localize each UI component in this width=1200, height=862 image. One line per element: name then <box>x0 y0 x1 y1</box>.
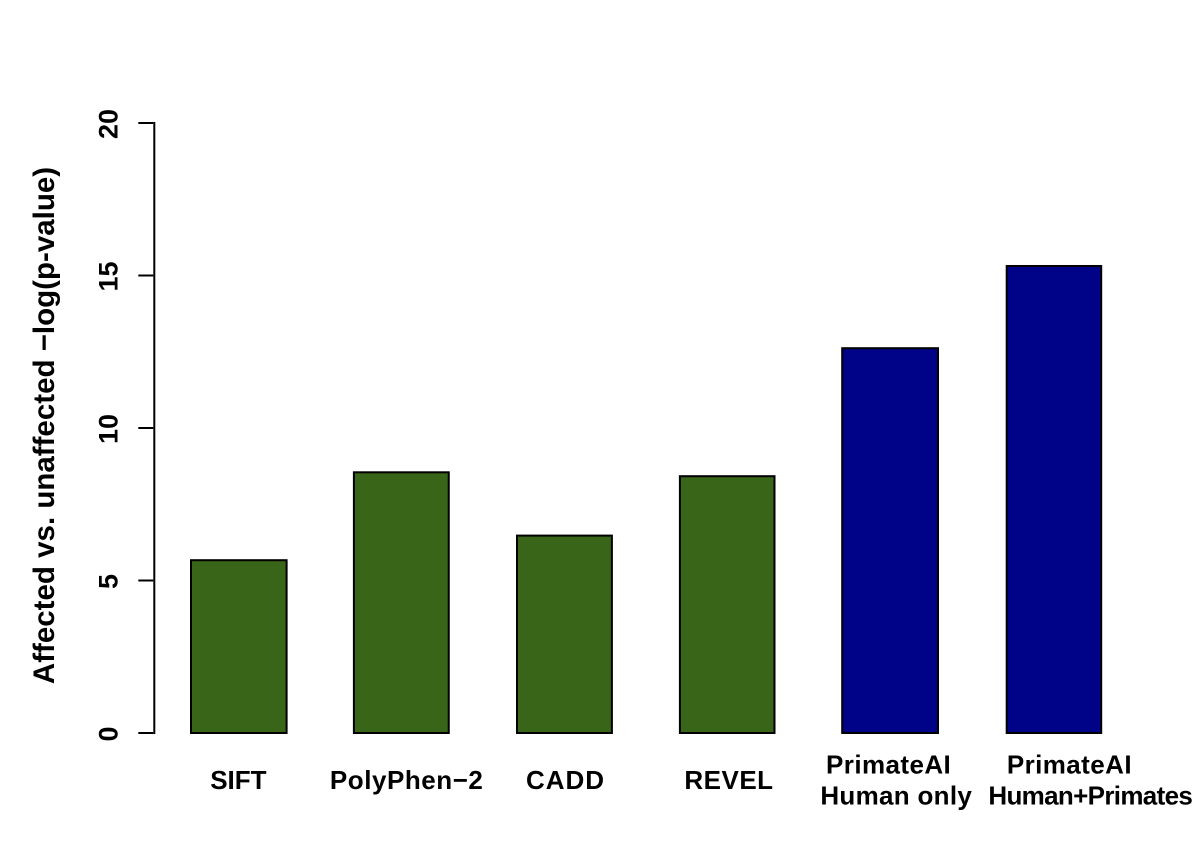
svg-text:Human+Primates: Human+Primates <box>988 781 1193 811</box>
svg-text:PrimateAI: PrimateAI <box>826 750 951 780</box>
svg-text:20: 20 <box>94 109 124 139</box>
svg-text:5: 5 <box>94 574 124 589</box>
svg-text:Human only: Human only <box>820 781 972 811</box>
svg-text:0: 0 <box>94 726 124 741</box>
svg-text:SIFT: SIFT <box>210 765 266 795</box>
svg-text:CADD: CADD <box>526 765 604 795</box>
svg-text:PrimateAI: PrimateAI <box>1007 750 1132 780</box>
svg-text:10: 10 <box>94 414 124 444</box>
svg-text:15: 15 <box>94 261 124 291</box>
svg-text:REVEL: REVEL <box>684 765 773 795</box>
svg-text:Affected vs. unaffected −log(p: Affected vs. unaffected −log(p-value) <box>28 167 61 684</box>
svg-text:PolyPhen−2: PolyPhen−2 <box>330 765 483 795</box>
